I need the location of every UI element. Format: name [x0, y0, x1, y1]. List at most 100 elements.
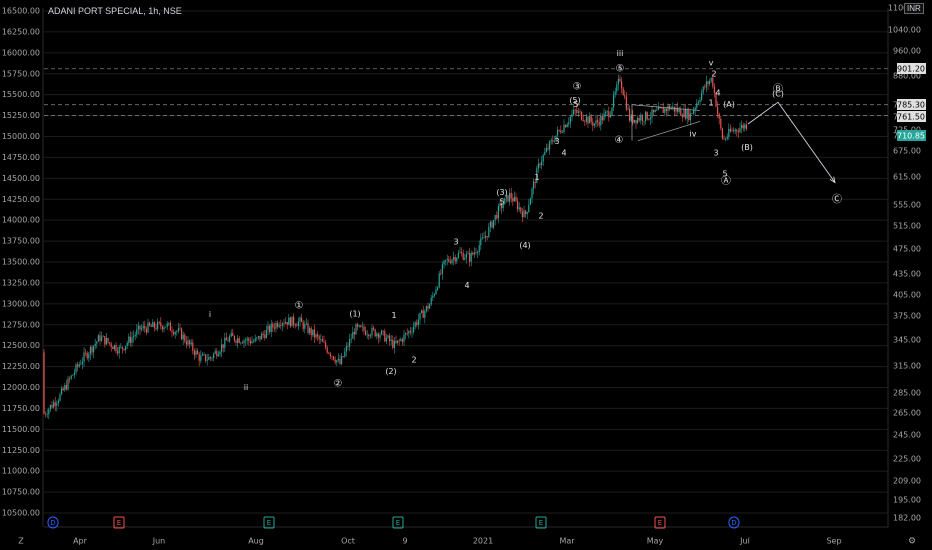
candle-body: [435, 289, 437, 295]
candle-body: [379, 334, 381, 338]
candle-body: [608, 111, 610, 118]
candle-body: [376, 333, 378, 337]
candle-body: [160, 322, 162, 327]
candle-body: [558, 129, 560, 131]
candle-body: [737, 131, 739, 133]
candle-body: [653, 109, 655, 113]
candle-body: [390, 339, 392, 342]
candle-body: [536, 168, 538, 183]
candle-body: [616, 84, 618, 92]
candle-body: [384, 331, 386, 342]
candle-body: [128, 336, 130, 343]
candle-body: [80, 364, 82, 365]
candle-body: [593, 123, 595, 126]
candle-body: [432, 295, 434, 298]
wave-label: 2: [411, 355, 416, 364]
candle-body: [217, 354, 219, 357]
x-tick-label: Apr: [73, 537, 88, 546]
price-label: 785.30: [897, 101, 925, 110]
candle-body: [145, 328, 147, 333]
wave-label: Ⓑ: [773, 83, 783, 95]
candle-body: [464, 258, 466, 260]
candle-body: [523, 210, 525, 218]
candle-body: [656, 110, 658, 111]
candle-body: [182, 334, 184, 340]
y-right-tick-label: 225.00: [893, 455, 921, 464]
candle-body: [496, 215, 498, 219]
candle-body: [104, 335, 106, 345]
candle-body: [433, 294, 435, 296]
candle-body: [211, 358, 213, 359]
candle-body: [486, 236, 488, 237]
candle-body: [176, 331, 178, 333]
candle-body: [478, 245, 480, 253]
candle-body: [313, 329, 315, 338]
candle-body: [614, 91, 616, 95]
currency-badge[interactable]: INR: [904, 3, 924, 14]
candle-body: [427, 306, 429, 309]
candle-body: [637, 117, 639, 124]
candle-body: [699, 99, 701, 102]
candle-body: [392, 339, 394, 348]
candle-body: [641, 116, 643, 122]
candle-body: [589, 116, 591, 124]
candle-body: [102, 335, 104, 337]
candle-body: [438, 273, 440, 288]
candle-body: [259, 336, 261, 340]
candle-body: [574, 109, 576, 111]
y-right-tick-label: 1040.00: [888, 26, 921, 35]
candle-body: [238, 338, 240, 343]
candle-body: [451, 259, 453, 263]
candle-body: [377, 333, 379, 338]
candle-body: [86, 352, 88, 359]
candle-body: [221, 344, 223, 352]
candle-body: [195, 350, 197, 355]
candle-body: [246, 338, 248, 341]
candle-body: [296, 325, 298, 327]
candle-body: [115, 345, 117, 352]
candle-body: [605, 112, 607, 114]
candle-body: [576, 110, 578, 113]
candle-body: [51, 404, 53, 408]
candle-body: [341, 356, 343, 365]
candle-body: [393, 340, 395, 348]
wave-label: 3: [453, 237, 458, 246]
candle-body: [93, 345, 95, 353]
y-left-tick-label: 12750.00: [2, 320, 40, 329]
candle-body: [430, 297, 432, 305]
candle-body: [689, 113, 691, 121]
candle-body: [472, 252, 474, 255]
candle-body: [317, 334, 319, 337]
wave-label: 2: [711, 69, 716, 78]
candle-body: [189, 340, 191, 345]
candle-body: [440, 273, 442, 275]
candle-body: [488, 226, 490, 237]
candle-body: [323, 341, 325, 343]
candle-body: [325, 342, 327, 348]
candle-body: [421, 310, 423, 313]
candle-body: [349, 339, 351, 347]
candle-body: [139, 325, 141, 330]
candle-body: [299, 317, 301, 322]
candle-body: [526, 211, 528, 215]
candle-body: [302, 322, 304, 329]
candle-body: [661, 107, 663, 109]
candle-body: [254, 338, 256, 342]
candle-body: [446, 258, 448, 260]
candle-body: [312, 329, 314, 336]
candle-body: [621, 81, 623, 89]
x-tick-label: Jun: [152, 537, 166, 546]
candle-body: [96, 341, 98, 344]
candle-body: [654, 110, 656, 113]
candle-body: [59, 394, 61, 401]
candle-body: [577, 111, 579, 113]
candle-body: [521, 211, 523, 218]
candle-body: [67, 378, 69, 390]
candle-body: [617, 78, 619, 85]
candle-body: [718, 113, 720, 119]
wave-label: (5): [569, 96, 580, 105]
event-marker: [392, 516, 404, 529]
wave-label: 2: [538, 211, 543, 220]
candle-body: [537, 163, 539, 169]
